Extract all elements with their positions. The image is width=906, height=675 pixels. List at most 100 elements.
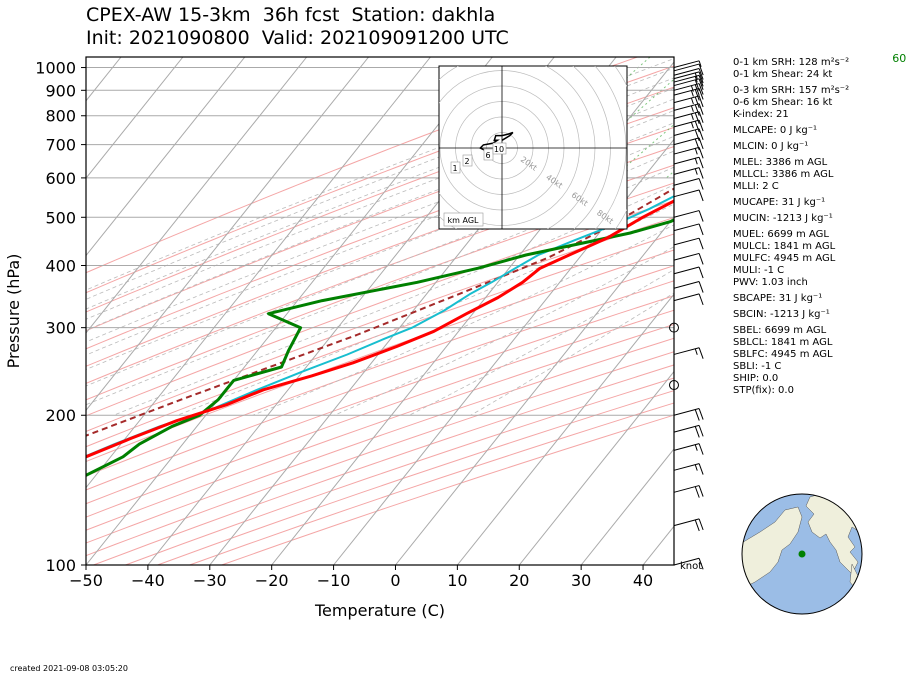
station-marker — [798, 550, 806, 558]
wind-barb — [673, 518, 704, 532]
hodograph-height-label: 1 — [452, 164, 457, 173]
wind-barb — [673, 485, 704, 498]
y-tick-label: 700 — [45, 136, 76, 155]
wind-barb — [673, 103, 704, 116]
calm-wind-marker — [669, 380, 679, 391]
isotherm — [580, 448, 674, 565]
index-line: 0-1 km SRH: 128 m²s⁻² — [733, 57, 850, 68]
credit-text: created 2021-09-08 03:05:20 — [10, 664, 128, 673]
wind-barb — [673, 156, 704, 169]
y-tick-label: 900 — [45, 81, 76, 100]
x-tick-label: 30 — [571, 571, 591, 590]
wind-barb — [673, 210, 704, 222]
skewt-profiles — [86, 187, 674, 477]
y-tick-label: 100 — [45, 556, 76, 575]
index-line: SHIP: 0.0 — [733, 373, 779, 384]
y-axis-label: Pressure (hPa) — [4, 254, 23, 369]
location-globe — [741, 493, 863, 615]
dry-adiabat — [86, 295, 674, 505]
y-tick-label: 200 — [45, 406, 76, 425]
index-line: MUCIN: -1213 J kg⁻¹ — [733, 213, 833, 224]
isotherm — [333, 138, 674, 565]
index-line: SBCIN: -1213 J kg⁻¹ — [733, 309, 830, 320]
wind-barb — [673, 146, 704, 159]
wind-barb — [673, 443, 704, 455]
temperature-profile — [86, 199, 674, 459]
dry-adiabat — [86, 351, 674, 557]
x-tick-label: −10 — [317, 571, 351, 590]
wind-barb — [673, 424, 704, 438]
x-tick-label: −40 — [131, 571, 165, 590]
surface-dewpoint-label: 60 — [892, 52, 906, 65]
wind-barb — [673, 293, 704, 306]
y-tick-label: 600 — [45, 169, 76, 188]
y-tick-label: 1000 — [35, 59, 76, 78]
wind-barb — [673, 83, 704, 96]
wind-barb — [673, 95, 704, 109]
x-tick-label: −20 — [255, 571, 289, 590]
hodograph-height-label: 6 — [485, 151, 490, 160]
isotherm — [86, 57, 493, 565]
wind-barb — [673, 347, 704, 359]
wind-barb — [673, 189, 704, 202]
dry-adiabat — [86, 86, 674, 313]
moist-adiabat — [86, 87, 674, 320]
moist-adiabat — [86, 150, 674, 387]
moist-adiabat — [470, 292, 674, 416]
wind-barb — [673, 137, 704, 151]
wind-barbs — [669, 60, 704, 570]
isotherm — [86, 57, 184, 179]
isotherm — [86, 57, 246, 257]
index-line: SBLCL: 1841 m AGL — [733, 337, 833, 348]
isotherm — [86, 57, 370, 412]
index-line: K-index: 21 — [733, 109, 789, 120]
hodograph-legend: km AGL — [448, 216, 480, 225]
index-line: STP(fix): 0.0 — [733, 385, 794, 396]
index-line: MLLI: 2 C — [733, 181, 779, 192]
isotherm — [518, 370, 674, 565]
calm-wind-marker — [669, 322, 679, 333]
dry-adiabat — [86, 265, 674, 477]
chart-title-line1: CPEX-AW 15-3km 36h fcst Station: dakhla — [86, 4, 496, 26]
index-line: 0-1 km Shear: 24 kt — [733, 69, 833, 80]
isotherm — [86, 57, 308, 334]
index-line: MULCL: 1841 m AGL — [733, 241, 836, 252]
wind-barb — [673, 237, 704, 250]
moist-adiabat — [86, 98, 674, 331]
index-line: PWV: 1.03 inch — [733, 277, 808, 288]
wind-barb — [673, 111, 704, 124]
mixing-ratio-line — [612, 123, 674, 179]
moist-adiabat — [409, 269, 674, 416]
dry-adiabat — [86, 182, 674, 401]
dry-adiabat — [86, 200, 674, 417]
moist-adiabat — [86, 110, 674, 343]
stability-indices-panel: 0-1 km SRH: 128 m²s⁻² 0-1 km Shear: 24 kt… — [733, 57, 849, 397]
y-tick-label: 300 — [45, 319, 76, 338]
dry-adiabat — [86, 323, 674, 531]
wind-barb — [673, 128, 704, 142]
wind-barb — [673, 63, 704, 76]
wind-barb — [673, 119, 704, 133]
index-line: 0-6 km Shear: 16 kt — [733, 97, 833, 108]
wind-barb — [673, 167, 704, 179]
wind-barb — [673, 266, 704, 279]
dry-adiabat — [86, 280, 674, 491]
isotherm — [456, 293, 674, 565]
x-tick-label: −30 — [193, 571, 227, 590]
index-line: SBLI: -1 C — [733, 361, 782, 372]
hodograph-trace — [479, 131, 514, 152]
x-tick-label: 10 — [447, 571, 467, 590]
index-line: SBLFC: 4945 m AGL — [733, 349, 833, 360]
moist-adiabat — [177, 203, 674, 416]
dry-adiabat — [86, 216, 674, 433]
index-line: MULI: -1 C — [733, 265, 785, 276]
wind-barb — [673, 60, 702, 69]
index-line: MLLCL: 3386 m AGL — [733, 169, 834, 180]
x-tick-label: 20 — [509, 571, 529, 590]
x-tick-label: −50 — [69, 571, 103, 590]
moist-adiabat — [252, 224, 674, 416]
index-line: SBEL: 6699 m AGL — [733, 325, 827, 336]
wind-barb — [673, 463, 704, 475]
